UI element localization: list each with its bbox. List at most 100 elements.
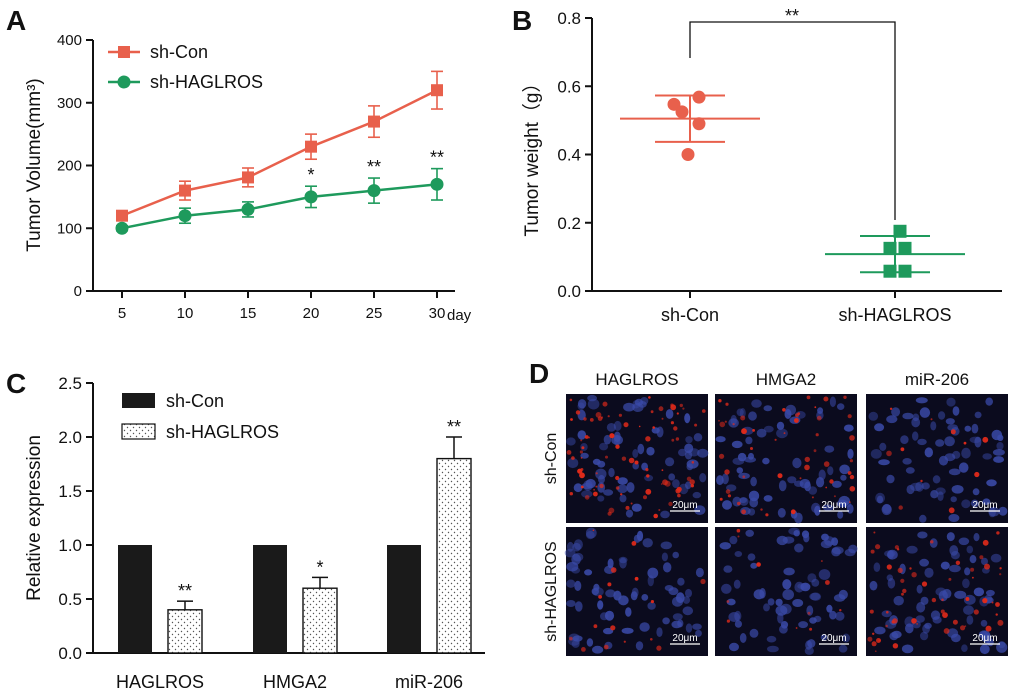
red-signal-dot xyxy=(799,477,802,480)
nucleus-blob xyxy=(784,409,792,419)
nucleus-blob xyxy=(662,617,670,625)
red-signal-dot xyxy=(643,495,647,500)
nucleus-blob xyxy=(577,402,585,411)
panel-c-y-tick-label: 1.0 xyxy=(58,536,82,555)
nucleus-blob xyxy=(809,592,821,601)
red-signal-dot xyxy=(974,471,980,478)
red-signal-dot xyxy=(985,625,992,632)
red-signal-dot xyxy=(823,461,830,467)
nucleus-blob xyxy=(581,490,593,498)
nucleus-blob xyxy=(722,500,732,510)
data-point-circle xyxy=(241,202,255,216)
nucleus-blob xyxy=(587,398,600,410)
red-signal-dot xyxy=(849,435,855,441)
red-signal-dot xyxy=(679,403,683,408)
micrograph-sh-con-haglros: 20μm xyxy=(566,394,709,523)
nucleus-blob xyxy=(838,644,848,653)
nucleus-blob xyxy=(619,494,627,503)
nucleus-blob xyxy=(935,439,945,447)
data-point-square xyxy=(893,224,907,238)
significance-marker: * xyxy=(316,557,323,577)
panel-c-bar-chart: 0.0 0.5 1.0 1.5 2.0 2.5 Relative expression *… xyxy=(24,374,485,692)
red-signal-dot xyxy=(811,496,814,499)
red-signal-dot xyxy=(821,560,823,562)
red-signal-dot xyxy=(598,595,602,599)
nucleus-blob xyxy=(626,482,635,493)
nucleus-blob xyxy=(843,424,854,432)
nucleus-blob xyxy=(949,564,961,573)
red-signal-dot xyxy=(995,602,1000,607)
panel-a-y-tick-label: 0 xyxy=(74,283,82,300)
nucleus-blob xyxy=(777,508,786,518)
nucleus-blob xyxy=(792,599,804,607)
nucleus-blob xyxy=(912,431,919,441)
nucleus-blob xyxy=(619,557,627,569)
data-point-circle xyxy=(681,148,695,161)
panel-c-category-label: miR-206 xyxy=(395,672,463,692)
nucleus-blob xyxy=(695,629,702,637)
nucleus-blob xyxy=(631,503,642,512)
red-signal-dot xyxy=(984,563,990,570)
red-signal-dot xyxy=(593,624,598,629)
panel-a-x-tick-label: 25 xyxy=(366,305,383,322)
nucleus-blob xyxy=(924,447,933,458)
red-signal-dot xyxy=(690,484,694,488)
nucleus-blob xyxy=(753,589,765,600)
red-signal-dot xyxy=(625,505,630,510)
data-point-square xyxy=(368,115,380,128)
nucleus-blob xyxy=(575,601,583,612)
nucleus-blob xyxy=(946,532,955,542)
red-signal-dot xyxy=(736,528,741,533)
red-signal-dot xyxy=(702,409,706,413)
nucleus-blob xyxy=(580,452,589,459)
red-signal-dot xyxy=(896,548,900,551)
nucleus-blob xyxy=(679,483,689,495)
nucleus-blob xyxy=(608,467,615,478)
nucleus-blob xyxy=(962,578,970,589)
red-signal-dot xyxy=(813,449,817,453)
red-signal-dot xyxy=(920,479,923,483)
red-signal-dot xyxy=(955,560,961,565)
nucleus-blob xyxy=(635,641,644,651)
red-signal-dot xyxy=(623,640,626,643)
nucleus-blob xyxy=(748,452,754,460)
red-signal-dot xyxy=(664,480,671,487)
nucleus-blob xyxy=(672,613,683,621)
nucleus-blob xyxy=(729,535,738,545)
legend-label-sh-haglros: sh-HAGLROS xyxy=(150,72,263,92)
nucleus-blob xyxy=(972,488,980,496)
nucleus-blob xyxy=(829,396,837,408)
legend-label-sh-con: sh-Con xyxy=(150,42,208,62)
nucleus-blob xyxy=(767,645,779,653)
nucleus-blob xyxy=(868,411,879,421)
panel-c-y-axis-title: Relative expression xyxy=(24,435,45,601)
nucleus-blob xyxy=(747,553,756,561)
nucleus-blob xyxy=(797,583,809,590)
red-signal-dot xyxy=(691,461,695,464)
data-point-circle xyxy=(178,209,192,223)
micrograph-sh-haglros-haglros: 20μm xyxy=(564,527,708,656)
nucleus-blob xyxy=(831,537,839,546)
nucleus-blob xyxy=(750,562,758,569)
nucleus-blob xyxy=(685,623,693,633)
nucleus-blob xyxy=(651,427,660,434)
panel-a-x-tick-label: 5 xyxy=(118,305,126,322)
nucleus-blob xyxy=(935,487,946,495)
panel-a-y-axis-title: Tumor Volume(mm³) xyxy=(24,78,45,251)
nucleus-blob xyxy=(678,448,687,457)
nucleus-blob xyxy=(766,635,777,643)
red-signal-dot xyxy=(795,413,799,418)
red-signal-dot xyxy=(878,639,881,642)
red-signal-dot xyxy=(867,636,873,642)
nucleus-blob xyxy=(631,587,639,598)
red-signal-dot xyxy=(760,508,763,511)
scale-bar-label: 20μm xyxy=(821,633,846,644)
nucleus-blob xyxy=(603,627,614,635)
red-signal-dot xyxy=(661,417,664,420)
red-signal-dot xyxy=(593,491,598,497)
nucleus-blob xyxy=(949,545,959,556)
red-signal-dot xyxy=(620,493,623,496)
legend-label-sh-con: sh-Con xyxy=(166,391,224,411)
red-signal-dot xyxy=(725,489,731,494)
nucleus-blob xyxy=(584,569,593,576)
